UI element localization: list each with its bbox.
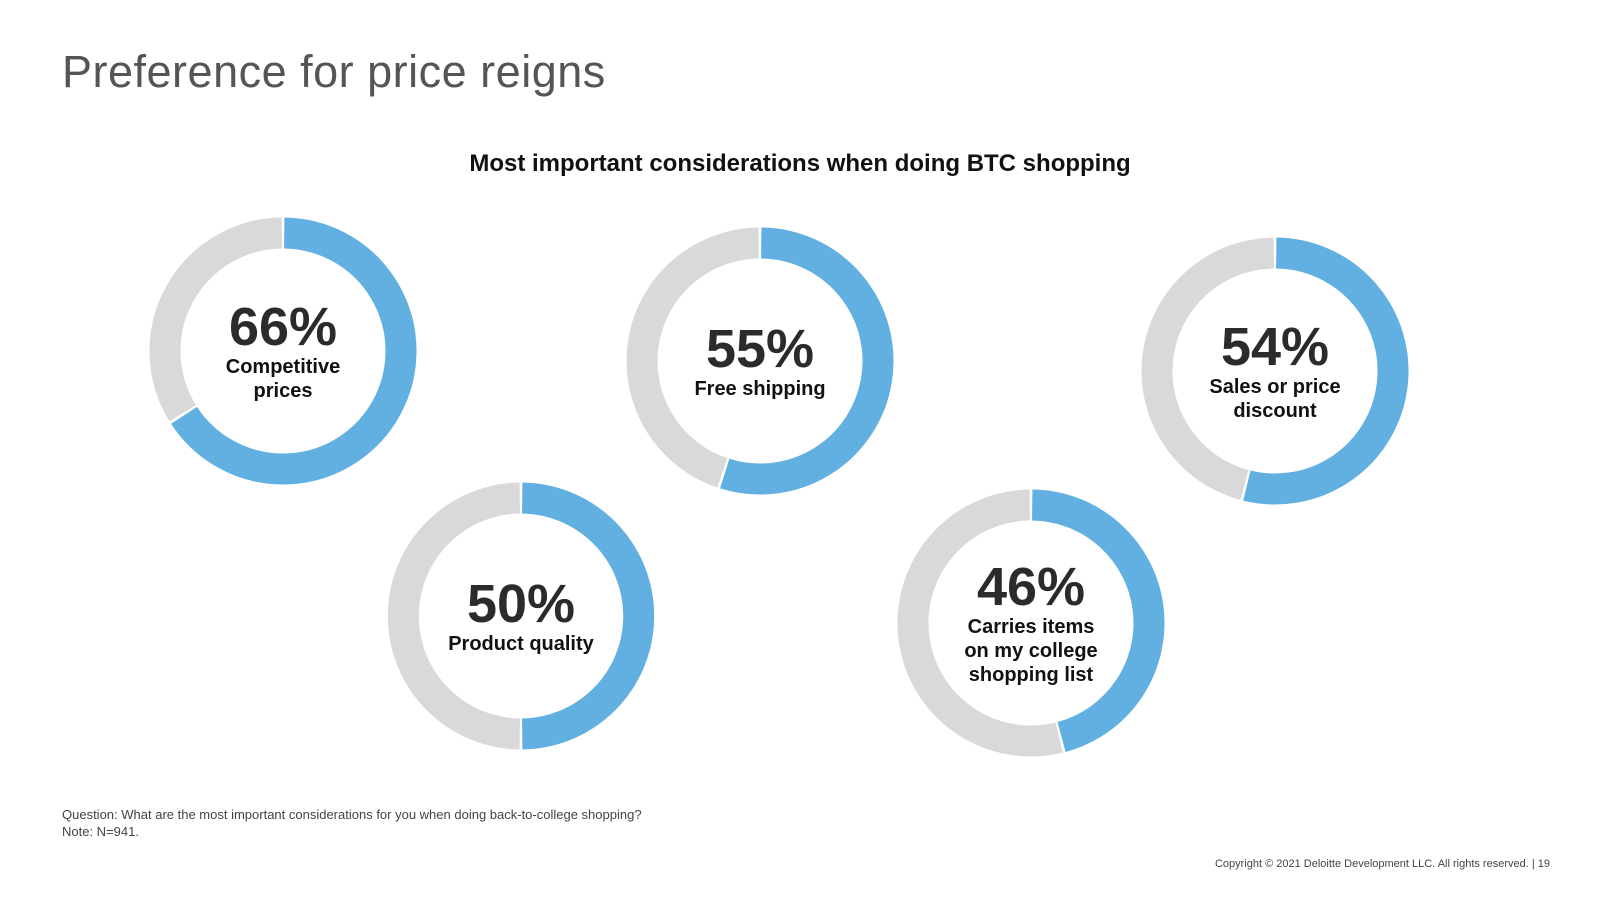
donut-value-arc [720, 227, 894, 495]
donut-remainder-arc [387, 482, 521, 750]
donut-value-arc [171, 217, 417, 485]
donut-ring [626, 227, 894, 495]
donut-remainder-arc [626, 227, 760, 488]
donut-category-label: Sales or price discount [1209, 376, 1341, 422]
donut-ring [1141, 237, 1409, 505]
donut-chart-carries-items: 46% Carries items on my college shopping… [891, 483, 1171, 763]
donut-chart-product-quality: 50% Product quality [381, 476, 661, 756]
donut-value-label: 55% [705, 319, 815, 379]
copyright: Copyright © 2021 Deloitte Development LL… [1214, 858, 1550, 870]
donut-value-arc [1031, 489, 1165, 752]
donut-value-label: 46% [976, 557, 1086, 617]
donut-category-label: Product quality [448, 633, 594, 655]
donut-value-arc [1243, 237, 1409, 505]
chart-title: Most important considerations when doing… [469, 150, 1131, 177]
page-title: Preference for price reigns [62, 46, 606, 97]
donut-center: 55% Free shipping [660, 261, 860, 461]
donut-remainder-arc [897, 489, 1063, 757]
donut-category-label: Carries items on my college shopping lis… [964, 616, 1098, 686]
donut-chart-free-shipping: 55% Free shipping [620, 221, 900, 501]
donut-center: 54% Sales or price discount [1175, 271, 1375, 471]
donut-remainder-arc [149, 217, 283, 422]
donut-value-label: 54% [1220, 317, 1330, 377]
footnote: Question: What are the most important co… [62, 806, 642, 840]
donut-chart-competitive-prices: 66% Competitive prices [143, 211, 423, 491]
footnote-note: Note: N=941. [62, 824, 139, 839]
donut-value-arc [521, 482, 655, 750]
donut-value-label: 50% [466, 574, 576, 634]
donut-ring [897, 489, 1165, 757]
donut-category-label: Competitive prices [225, 356, 341, 402]
donut-center: 50% Product quality [421, 516, 621, 716]
donut-ring [387, 482, 655, 750]
donut-center: 46% Carries items on my college shopping… [931, 523, 1131, 723]
donut-chart-sales-or-price-discount: 54% Sales or price discount [1135, 231, 1415, 511]
donut-category-label: Free shipping [694, 378, 826, 400]
footnote-question: Question: What are the most important co… [62, 807, 642, 822]
donut-value-label: 66% [228, 297, 338, 357]
donut-center: 66% Competitive prices [183, 251, 383, 451]
donut-ring [149, 217, 417, 485]
donut-remainder-arc [1141, 237, 1275, 500]
